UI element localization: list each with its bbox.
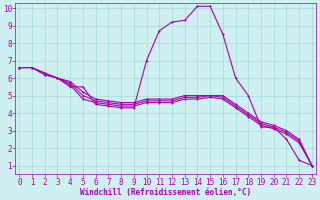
X-axis label: Windchill (Refroidissement éolien,°C): Windchill (Refroidissement éolien,°C)	[80, 188, 251, 197]
